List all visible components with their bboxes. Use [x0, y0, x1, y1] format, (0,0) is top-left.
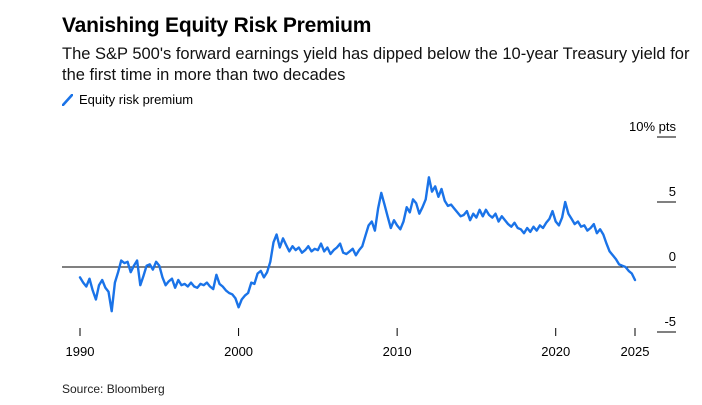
- x-tick-label: 2025: [621, 344, 650, 359]
- y-tick-label: -5: [664, 314, 676, 329]
- x-tick-label: 2010: [383, 344, 412, 359]
- chart-title: Vanishing Equity Risk Premium: [62, 14, 372, 37]
- x-tick-label: 2000: [224, 344, 253, 359]
- legend: Equity risk premium: [62, 92, 193, 107]
- series-line-equity-risk-premium: [78, 176, 637, 313]
- source-note: Source: Bloomberg: [62, 382, 165, 396]
- legend-swatch: [62, 93, 73, 106]
- legend-label: Equity risk premium: [79, 92, 194, 107]
- y-tick-label: 10% pts: [629, 119, 676, 134]
- y-tick-label: 0: [669, 249, 676, 264]
- y-axis-labels: 10% pts 5 0 -5: [629, 119, 676, 329]
- x-tick-label: 2020: [541, 344, 570, 359]
- chart-subtitle: The S&P 500's forward earnings yield has…: [62, 45, 690, 84]
- gridlines: [657, 136, 676, 333]
- x-axis-labels: 1990 2000 2010 2020 2025: [66, 344, 650, 359]
- x-tick-label: 1990: [66, 344, 95, 359]
- y-tick-label: 5: [669, 184, 676, 199]
- x-axis-ticks: [79, 328, 636, 336]
